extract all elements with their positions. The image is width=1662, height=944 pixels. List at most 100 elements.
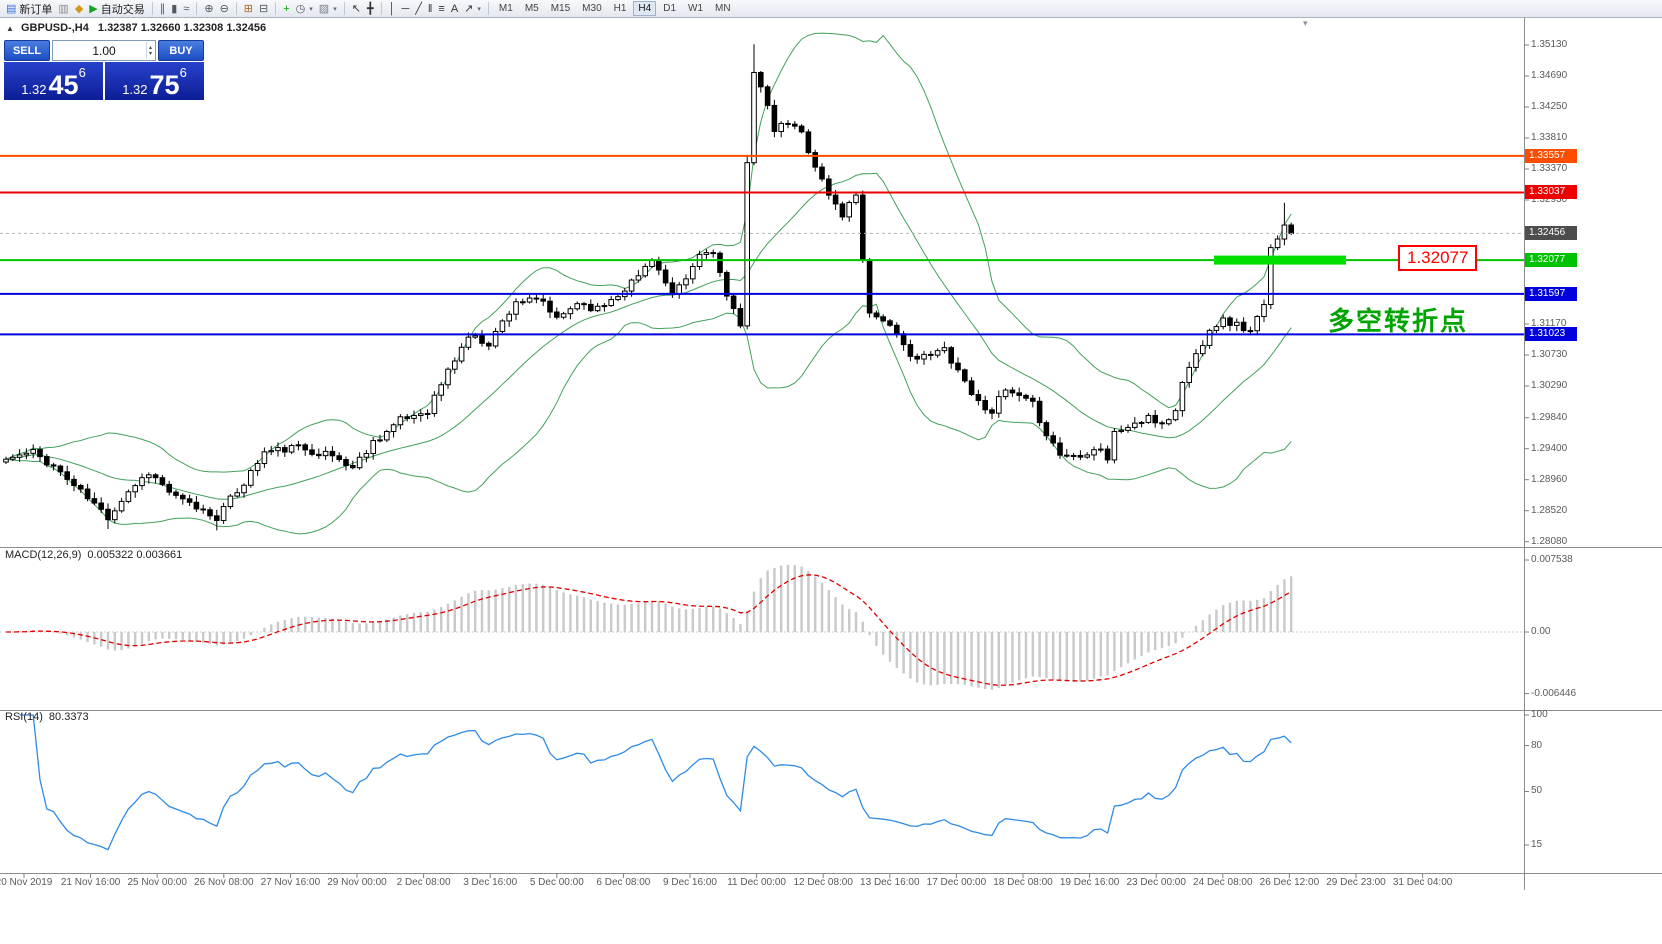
- price-axis-label: 1.28080: [1531, 535, 1568, 547]
- sell-price-small: 1.32: [21, 81, 47, 97]
- periods-button[interactable]: ◷ ▾: [293, 1, 316, 17]
- buy-price-panel[interactable]: 1.32 75 6: [105, 62, 204, 100]
- new-order-icon: ▤: [6, 2, 17, 15]
- highlight-segment[interactable]: [1214, 255, 1346, 265]
- rsi-axis-label: 15: [1531, 839, 1543, 850]
- sell-price-big: 45: [48, 70, 79, 101]
- price-level-badge: 1.31597: [1525, 286, 1577, 301]
- profiles-button[interactable]: ◆: [72, 1, 86, 17]
- chart-list-button[interactable]: ▥: [55, 1, 71, 17]
- time-axis-label: 19 Dec 16:00: [1059, 877, 1120, 888]
- macd-axis-label: -0.006446: [1531, 687, 1577, 699]
- horizontal-line-button[interactable]: ─: [398, 1, 412, 17]
- time-axis-label: 25 Nov 00:00: [127, 877, 187, 888]
- bollinger-bands: [5, 32, 1292, 535]
- price-axis-label: 1.29400: [1531, 442, 1568, 454]
- volume-spinner[interactable]: 1.00 ▴ ▾: [52, 40, 156, 61]
- timeframe-d1[interactable]: D1: [663, 3, 677, 14]
- arrange-windows-button[interactable]: ⊟: [256, 1, 271, 17]
- time-axis-label: 29 Dec 23:00: [1326, 877, 1386, 888]
- timeframe-w1[interactable]: W1: [688, 3, 704, 14]
- one-click-trading-panel: SELL 1.00 ▴ ▾ BUY 1.32 45 6 1.32 75 6: [4, 40, 204, 100]
- price-axis-label: 1.32930: [1531, 194, 1568, 205]
- rsi-pane-label: RSI(14) 80.3373: [5, 711, 89, 723]
- templates-icon: ▨: [318, 2, 330, 15]
- zoom-out-button[interactable]: ⊖: [217, 1, 232, 17]
- symbol-triangle-icon: ▲: [6, 24, 14, 33]
- timeframe-m15[interactable]: M15: [550, 3, 571, 14]
- arrows-tool-button[interactable]: ↗ ▾: [461, 1, 484, 17]
- level-lines[interactable]: [0, 154, 1524, 336]
- time-axis-label: 6 Dec 08:00: [596, 877, 651, 888]
- axis-ticks: [23, 44, 1529, 878]
- indicators-button[interactable]: +: [280, 1, 292, 17]
- new-order-button[interactable]: ▤ 新订单: [3, 1, 55, 17]
- text-tool-icon: A: [450, 2, 459, 15]
- line-chart-mode-icon: ≈: [183, 2, 190, 15]
- cursor-button[interactable]: ↖: [349, 1, 364, 17]
- tile-windows-button[interactable]: ⊞: [241, 1, 256, 17]
- time-axis-label: 12 Dec 08:00: [793, 877, 853, 888]
- vertical-line-icon: │: [388, 2, 396, 15]
- candlestick-mode-button[interactable]: ▮: [168, 1, 180, 17]
- time-axis-label: 17 Dec 00:00: [926, 877, 987, 888]
- time-axis-label: 21 Nov 16:00: [60, 877, 121, 888]
- text-tool-button[interactable]: A: [448, 1, 461, 17]
- spin-down-icon[interactable]: ▾: [148, 50, 152, 57]
- zoom-in-icon: ⊕: [204, 2, 214, 15]
- periods-icon: ◷: [295, 2, 306, 15]
- time-axis-label: 31 Dec 04:00: [1392, 877, 1453, 888]
- chinese-annotation[interactable]: 多空转折点: [1328, 306, 1469, 336]
- templates-button[interactable]: ▨ ▾: [316, 1, 340, 17]
- bar-chart-mode-button[interactable]: ∥: [157, 1, 169, 17]
- rsi-pane: [19, 714, 1292, 851]
- toolbar-separator: [275, 2, 277, 15]
- new-order-label: 新订单: [19, 3, 53, 16]
- timeframe-m1[interactable]: M1: [498, 3, 513, 14]
- time-axis-label: 20 Nov 2019: [0, 877, 53, 888]
- top-toolbar: ▤ 新订单 ▥ ◆ ▶ 自动交易 ∥ ▮ ≈ ⊕ ⊖ ⊞ ⊟ + ◷ ▾ ▨ ▾ ↖ ╋ │ ─ ╱ ‖ ≡ A ↗ ▾ M1 M5 M15…: [0, 0, 1662, 18]
- chart-shift-marker-icon[interactable]: ▾: [1303, 18, 1308, 28]
- price-axis-label: 1.34250: [1531, 101, 1568, 112]
- price-callout-label[interactable]: 1.32077: [1398, 245, 1478, 271]
- crosshair-button[interactable]: ╋: [364, 1, 377, 17]
- sell-price-panel[interactable]: 1.32 45 6: [4, 62, 103, 100]
- periods-dropdown-icon[interactable]: ▾: [309, 5, 313, 13]
- volume-value: 1.00: [92, 43, 116, 58]
- sell-button[interactable]: SELL: [4, 40, 50, 61]
- autotrading-button[interactable]: ▶ 自动交易: [86, 1, 147, 17]
- toolbar-separator: [487, 2, 489, 15]
- price-axis-label: 1.30730: [1531, 349, 1568, 360]
- rsi-axis-label: 100: [1531, 709, 1548, 720]
- buy-price-big: 75: [149, 70, 180, 101]
- timeframe-h4[interactable]: H4: [633, 1, 657, 16]
- price-axis-label: 1.33810: [1531, 132, 1568, 143]
- spin-up-icon[interactable]: ▴: [148, 44, 152, 51]
- line-chart-mode-button[interactable]: ≈: [180, 1, 192, 17]
- equidistant-channel-button[interactable]: ‖: [425, 1, 436, 17]
- price-level-badge: 1.33557: [1525, 148, 1577, 163]
- time-axis-label: 24 Dec 08:00: [1193, 877, 1253, 888]
- templates-dropdown-icon[interactable]: ▾: [333, 5, 337, 13]
- fibonacci-button[interactable]: ≡: [435, 1, 447, 17]
- arrows-tool-dropdown-icon[interactable]: ▾: [477, 5, 481, 13]
- horizontal-line-icon: ─: [401, 2, 410, 15]
- vertical-line-button[interactable]: │: [386, 1, 399, 17]
- time-axis-label: 29 Nov 00:00: [327, 877, 387, 888]
- timeframe-mn[interactable]: MN: [715, 3, 731, 14]
- buy-price-sup: 6: [179, 65, 187, 80]
- toolbar-separator: [196, 2, 198, 15]
- trendline-icon: ╱: [415, 2, 422, 15]
- volume-spin-arrows[interactable]: ▴ ▾: [145, 42, 154, 59]
- timeframe-m5[interactable]: M5: [524, 3, 539, 14]
- rsi-indicator-name: RSI(14): [5, 711, 43, 723]
- chart-list-icon: ▥: [58, 2, 69, 15]
- time-axis-label: 13 Dec 16:00: [860, 877, 920, 888]
- zoom-in-button[interactable]: ⊕: [201, 1, 216, 17]
- buy-button[interactable]: BUY: [158, 40, 204, 61]
- timeframe-m30[interactable]: M30: [582, 3, 602, 14]
- time-axis-label: 3 Dec 16:00: [463, 877, 518, 888]
- timeframe-h1[interactable]: H1: [613, 3, 627, 14]
- trendline-button[interactable]: ╱: [412, 1, 425, 17]
